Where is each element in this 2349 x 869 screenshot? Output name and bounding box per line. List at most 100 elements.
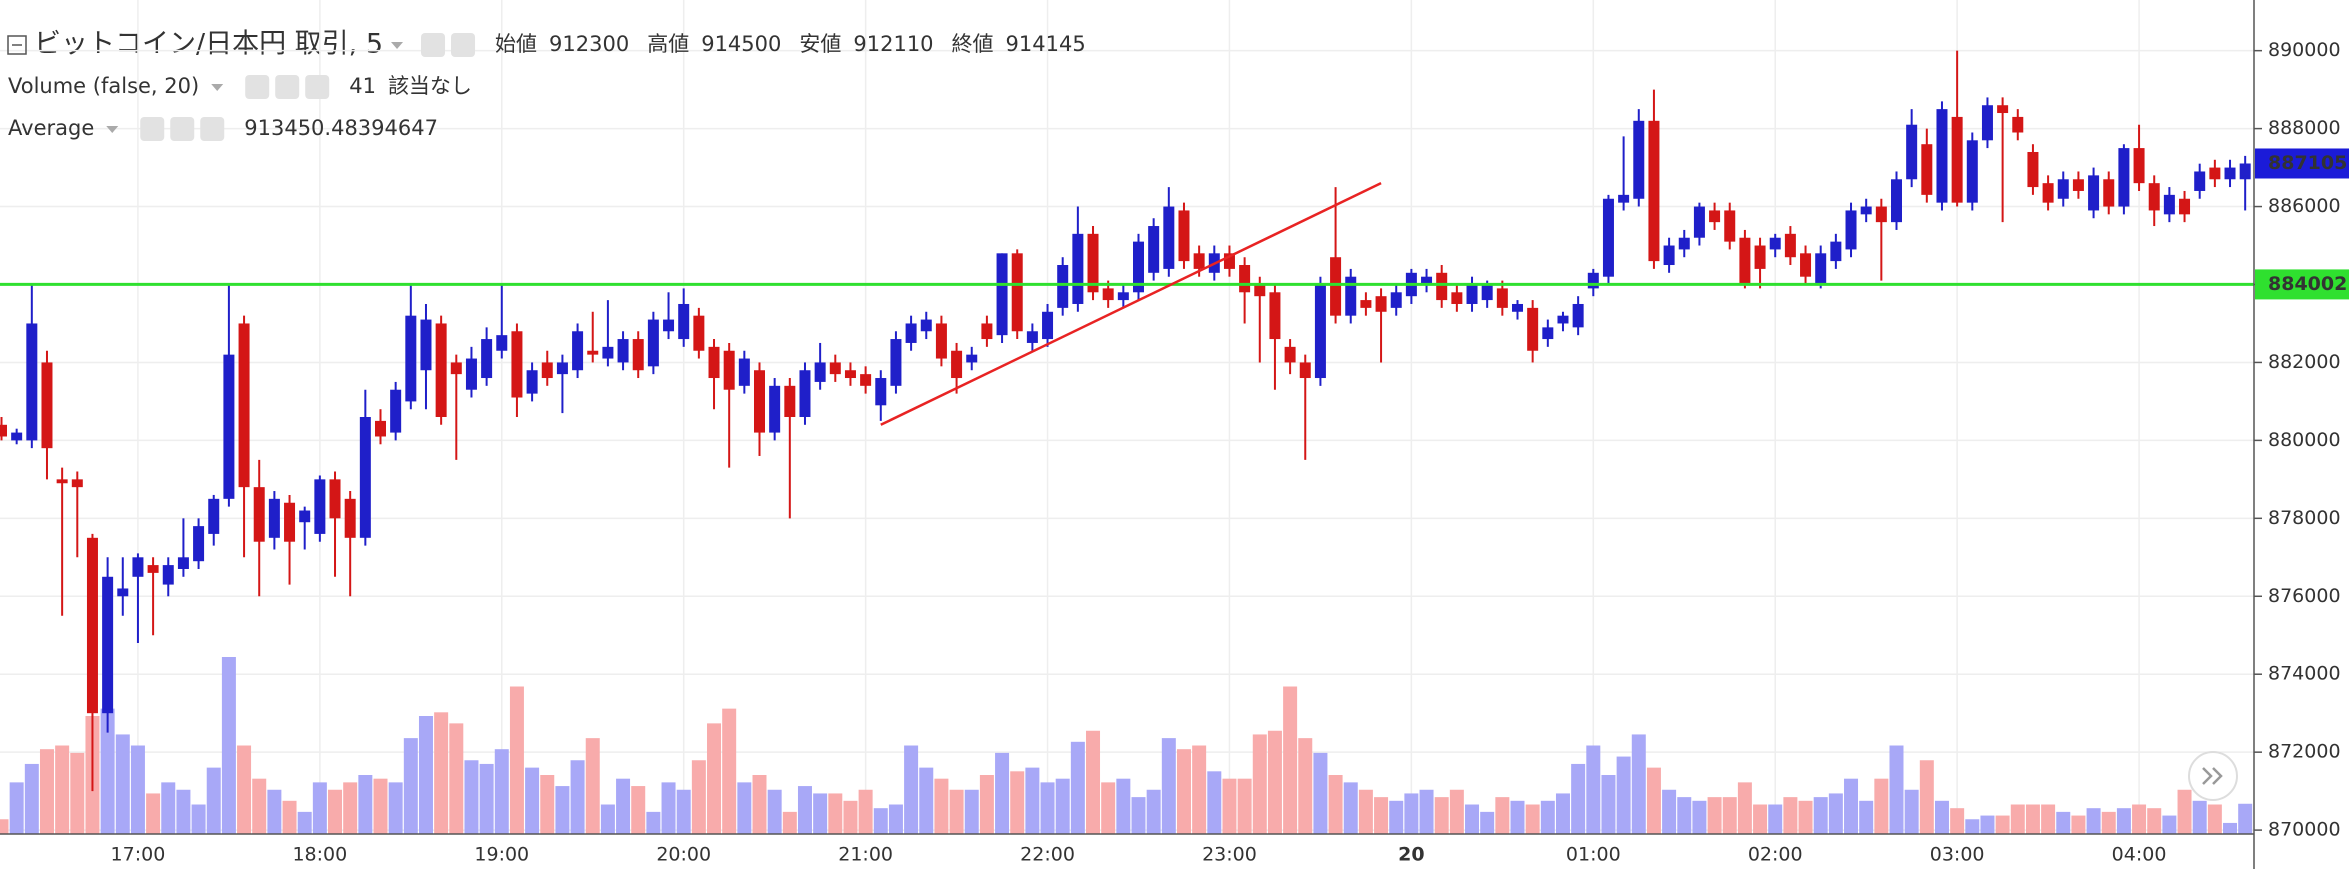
candle-body <box>2057 179 2069 199</box>
candle-body <box>1390 292 1402 308</box>
volume-bar <box>722 708 737 834</box>
volume-bar <box>1237 778 1252 834</box>
candle-body <box>511 331 523 398</box>
volume-bar <box>1828 793 1843 834</box>
candle-body <box>1618 194 1630 203</box>
dropdown-arrow <box>391 42 404 49</box>
volume-bar <box>100 708 115 834</box>
legend-icon <box>421 33 446 57</box>
candle-body <box>556 362 568 375</box>
indicator-name: Volume (false, 20) <box>8 74 199 98</box>
volume-bar <box>1707 797 1722 834</box>
volume-bar <box>130 745 145 834</box>
volume-bar <box>2010 804 2025 834</box>
volume-bar <box>343 782 358 834</box>
volume-bar <box>1662 789 1677 834</box>
candle-body <box>1921 144 1933 195</box>
candle-body <box>1269 292 1281 340</box>
volume-bar <box>570 760 585 834</box>
volume-bar <box>661 782 676 834</box>
volume-bar <box>39 749 54 834</box>
volume-bar <box>1631 734 1646 834</box>
legend-icon <box>200 117 225 141</box>
y-tick-label: 872000 <box>2268 741 2341 763</box>
ohlc-value: 912110 <box>853 32 933 56</box>
candle-body <box>314 479 326 534</box>
volume-bar <box>494 749 509 834</box>
volume-bar <box>2207 804 2222 834</box>
volume-bar <box>2041 804 2056 834</box>
volume-bar <box>1313 752 1328 834</box>
candle-body <box>2163 194 2175 215</box>
volume-bar <box>1540 800 1555 834</box>
volume-bar <box>1677 797 1692 834</box>
candle-body <box>86 537 98 714</box>
legend-icon <box>245 75 270 99</box>
candle-body <box>1693 206 1705 238</box>
volume-bar <box>1874 778 1889 834</box>
volume-bar <box>767 789 782 834</box>
candle-body <box>1906 124 1918 180</box>
volume-bar <box>1101 782 1116 834</box>
candle-body <box>1451 292 1463 304</box>
candle-body <box>1345 276 1357 316</box>
candle-body <box>2103 179 2115 207</box>
candle-body <box>1739 237 1751 285</box>
volume-bar <box>449 723 464 834</box>
candle-body <box>723 350 735 390</box>
candle-body <box>2042 183 2054 203</box>
volume-bar <box>919 767 934 834</box>
candle-body <box>420 319 432 371</box>
candle-body <box>2088 175 2100 211</box>
volume-bar <box>1950 808 1965 834</box>
candle-body <box>905 323 917 343</box>
volume-bar <box>737 782 752 834</box>
ohlc-label: 安値 <box>799 32 841 56</box>
volume-bar <box>843 800 858 834</box>
chart-title: ビットコイン/日本円 取引, 5 <box>34 29 383 60</box>
volume-bar <box>267 789 282 834</box>
y-tick-label: 886000 <box>2268 195 2341 217</box>
volume-bar <box>782 811 797 834</box>
candle-body <box>2012 116 2024 133</box>
candle-body <box>1572 303 1584 328</box>
candle-body <box>572 331 584 371</box>
candle-body <box>738 358 750 386</box>
y-tick-label: 888000 <box>2268 117 2341 139</box>
candle-body <box>162 565 174 585</box>
candle-body <box>1133 241 1144 293</box>
candle-body <box>708 346 720 379</box>
volume-bar <box>1070 741 1085 834</box>
volume-bar <box>161 782 176 834</box>
candle-body <box>390 389 402 433</box>
volume-bar <box>1146 789 1161 834</box>
ohlc-label: 終値 <box>952 32 994 56</box>
volume-bar <box>464 760 479 834</box>
indicator-note: 該当なし <box>388 74 472 98</box>
volume-bar <box>2192 800 2207 834</box>
x-tick-label: 20 <box>1398 844 1424 866</box>
candle-body <box>329 479 341 519</box>
candle-body <box>526 370 538 394</box>
candle-body <box>602 346 614 359</box>
candle-body <box>1966 140 1978 203</box>
volume-bar <box>1358 789 1373 834</box>
candle-body <box>1421 276 1433 285</box>
volume-bar <box>1252 734 1267 834</box>
indicator-name: Average <box>8 116 94 140</box>
scroll-right-button[interactable] <box>2188 751 2238 801</box>
candle-body <box>1542 327 1554 340</box>
candle-body <box>2194 171 2206 191</box>
x-tick-label: 01:00 <box>1566 844 1621 866</box>
x-tick-label: 17:00 <box>111 844 166 866</box>
volume-bar <box>9 782 24 834</box>
x-tick-label: 04:00 <box>2112 844 2167 866</box>
candle-body <box>71 479 83 488</box>
volume-bar <box>888 804 903 834</box>
volume-bar <box>752 775 767 834</box>
last-price-label-box <box>2255 148 2349 179</box>
candle-body <box>284 502 296 542</box>
volume-bar <box>949 789 964 834</box>
candle-body <box>860 374 872 386</box>
candle-body <box>1102 288 1114 301</box>
